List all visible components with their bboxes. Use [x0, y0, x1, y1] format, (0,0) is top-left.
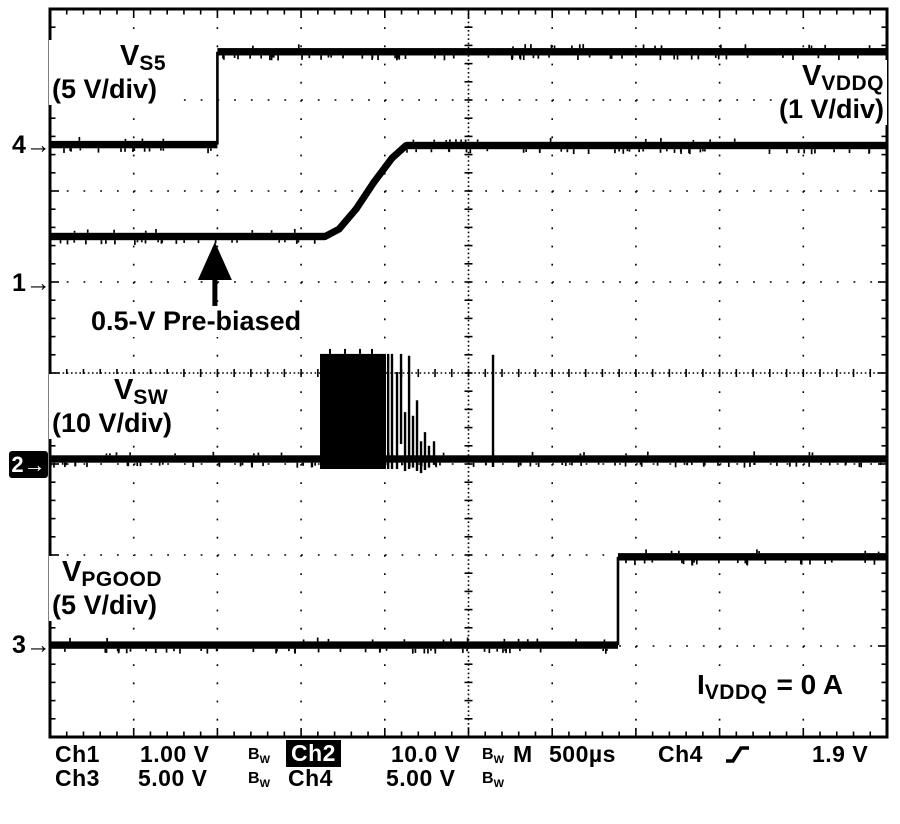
channel-marker-ch1: 1→ [12, 269, 51, 297]
vsw-scale: (10 V/div) [52, 408, 173, 439]
trace-label-vddq: VVDDQ (1 V/div) [775, 60, 887, 125]
trigger-slope-icon [726, 746, 749, 763]
readout-trigger-source: Ch4 [658, 741, 703, 767]
annotation-prebias: 0.5-V Pre-biased [87, 306, 306, 337]
trace-label-vsw: VSW (10 V/div) [49, 374, 176, 439]
pgood-subscript: PGOOD [81, 568, 163, 592]
bandwidth-limit-badge: BW [248, 770, 270, 790]
pgood-scale: (5 V/div) [52, 590, 158, 621]
load-subscript: VDDQ [704, 681, 768, 705]
vs5-symbol: V [120, 40, 140, 72]
channel-marker-ch3: 3→ [12, 631, 51, 659]
graticule [48, 7, 889, 739]
channel-marker-ch2-selected: 2→ [9, 451, 48, 478]
annotation-load-current: IVDDQ = 0 A [694, 669, 847, 706]
readout-ch2-label-selected: Ch2 [286, 740, 341, 767]
trace-v-pgood [50, 549, 887, 654]
readout-ch4-label: Ch4 [288, 765, 333, 791]
bandwidth-limit-badge: BW [482, 746, 504, 766]
readout-timebase-value: 500µs [549, 741, 616, 767]
channel-marker-ch4: 4→ [12, 131, 51, 159]
readout-ch2-scale: 10.0 V [391, 741, 461, 767]
load-symbol: I [697, 669, 705, 700]
vddq-scale: (1 V/div) [778, 94, 884, 125]
vs5-scale: (5 V/div) [52, 74, 158, 105]
readout-ch1-scale: 1.00 V [140, 741, 210, 767]
pgood-symbol: V [62, 556, 82, 588]
readout-ch1-label: Ch1 [55, 741, 100, 767]
bandwidth-limit-badge: BW [248, 746, 270, 766]
trace-v-s5 [50, 44, 887, 154]
vddq-subscript: VDDQ [821, 72, 884, 96]
bandwidth-limit-badge: BW [482, 770, 504, 790]
readout-trigger-level: 1.9 V [812, 741, 869, 767]
readout-ch3-label: Ch3 [55, 765, 100, 791]
vs5-subscript: S5 [139, 52, 167, 76]
readout-timebase-m: M [513, 741, 533, 767]
prebias-arrow [197, 241, 232, 306]
readout-ch4-scale: 5.00 V [386, 765, 456, 791]
load-value: = 0 A [776, 669, 844, 700]
vsw-symbol: V [114, 374, 134, 406]
trace-label-pgood: VPGOOD (5 V/div) [49, 556, 166, 621]
trace-v-sw [50, 348, 887, 474]
vddq-symbol: V [801, 60, 822, 92]
readout-ch3-scale: 5.00 V [138, 765, 208, 791]
trace-label-vs5: VS5 (5 V/div) [49, 40, 170, 105]
trace-v-vddq [50, 137, 887, 245]
vsw-subscript: SW [133, 386, 169, 410]
